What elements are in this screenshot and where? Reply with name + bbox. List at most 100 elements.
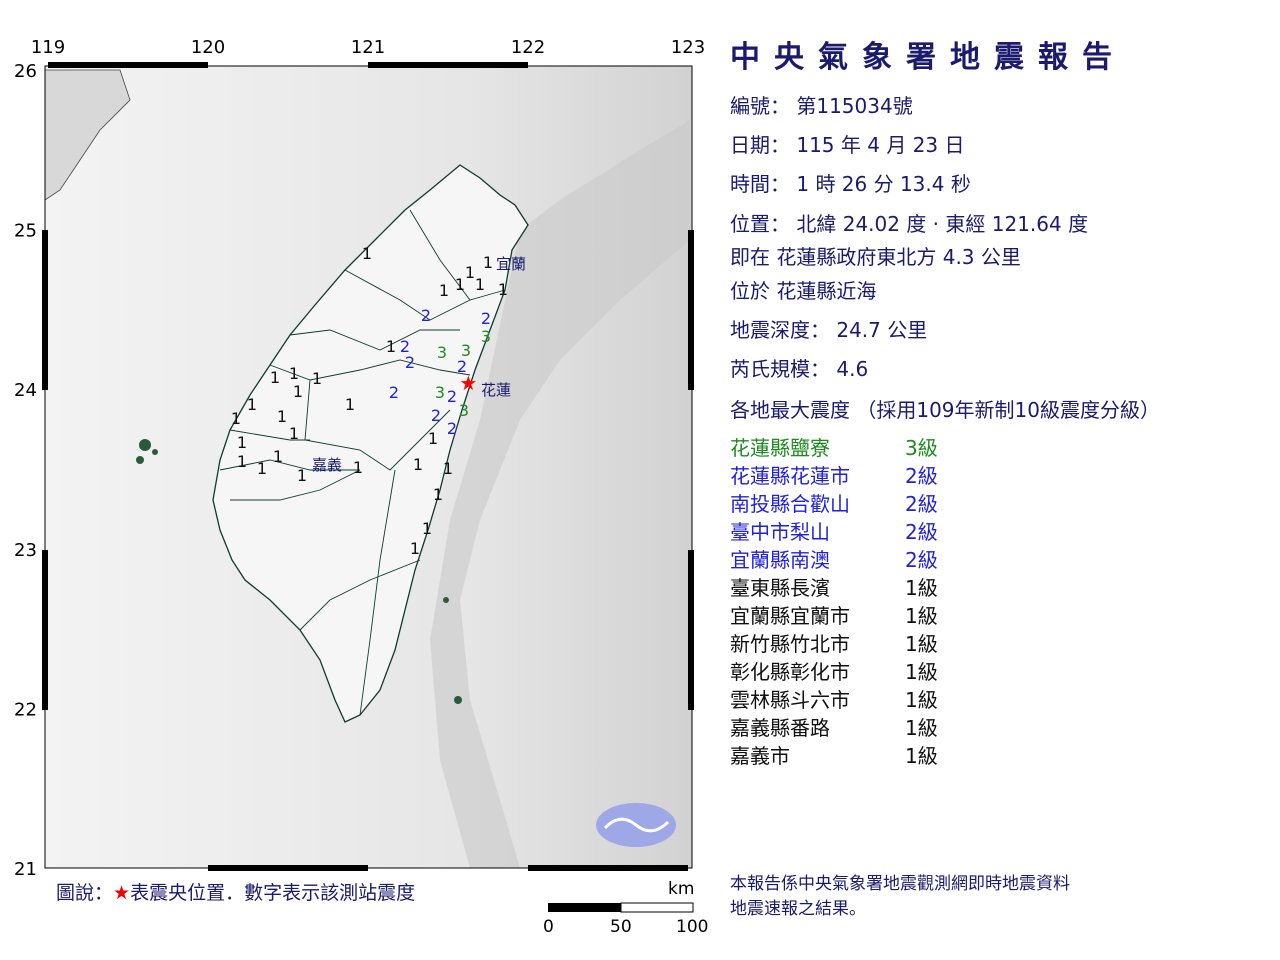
station-intensity: 1 <box>247 395 257 414</box>
cwa-logo <box>596 803 676 847</box>
station-intensity: 1 <box>422 519 432 538</box>
report-magnitude: 芮氏規模： 4.6 <box>730 357 869 381</box>
station-intensity: 3 <box>481 327 491 346</box>
station-name: 彰化縣彰化市 <box>730 660 850 684</box>
intensity-level: 2級 <box>905 464 938 488</box>
station-intensity: 2 <box>457 357 467 376</box>
intensity-row: 臺中市梨山 2級 <box>730 518 938 546</box>
intensity-level: 1級 <box>905 576 938 600</box>
intensity-level: 3級 <box>905 436 938 460</box>
station-intensity: 3 <box>461 341 471 360</box>
station-intensity: 1 <box>443 459 453 478</box>
station-intensity: 1 <box>289 424 299 443</box>
ridge-relief <box>430 120 690 868</box>
station-intensity: 2 <box>447 387 457 406</box>
intensity-level: 1級 <box>905 604 938 628</box>
station-intensity: 2 <box>400 337 410 356</box>
station-intensity: 1 <box>289 364 299 383</box>
lat-tick-label: 21 <box>14 859 37 880</box>
scale-unit: km <box>668 879 695 899</box>
scale-bar <box>548 902 694 913</box>
station-intensity: 1 <box>410 539 420 558</box>
lon-tick-label: 119 <box>31 37 65 58</box>
station-intensity: 1 <box>345 395 355 414</box>
lon-tick-label: 121 <box>351 37 385 58</box>
station-intensity: 2 <box>431 406 441 425</box>
station-intensity: 1 <box>386 337 396 356</box>
intensity-level: 2級 <box>905 492 938 516</box>
station-name: 宜蘭縣宜蘭市 <box>730 604 850 628</box>
intensity-row: 花蓮縣鹽寮 3級 <box>730 434 938 462</box>
station-name: 臺東縣長濱 <box>730 576 830 600</box>
scale-tick: 50 <box>610 917 632 937</box>
offshore-islands <box>136 439 462 704</box>
map-legend: 圖說：★表震央位置．數字表示該測站震度 <box>56 882 416 904</box>
station-intensity: 1 <box>362 244 372 263</box>
intensity-level: 2級 <box>905 548 938 572</box>
report-title: 中央氣象署地震報告 <box>730 40 1126 75</box>
lat-tick-label: 26 <box>14 61 37 82</box>
lon-tick-label: 120 <box>191 37 225 58</box>
station-name: 新竹縣竹北市 <box>730 632 850 656</box>
station-name: 花蓮縣鹽寮 <box>730 436 830 460</box>
station-intensity: 1 <box>483 253 493 272</box>
city-label: 花蓮 <box>481 381 511 399</box>
station-intensity: 2 <box>447 419 457 438</box>
station-intensity: 1 <box>257 459 267 478</box>
station-intensity: 2 <box>421 306 431 325</box>
intensity-row: 宜蘭縣宜蘭市 1級 <box>730 602 938 630</box>
scale-tick: 100 <box>676 917 709 937</box>
station-intensity: 1 <box>433 485 443 504</box>
station-name: 嘉義市 <box>730 744 790 768</box>
intensity-list: 花蓮縣鹽寮 3級 花蓮縣花蓮市 2級 南投縣合歡山 2級 臺中市梨山 2級 宜蘭縣南澳 2級 臺東縣… <box>730 434 938 770</box>
lat-tick-label: 25 <box>14 221 37 242</box>
report-located: 位於 花蓮縣近海 <box>730 279 877 303</box>
intensity-level: 2級 <box>905 520 938 544</box>
intensity-row: 嘉義縣番路 1級 <box>730 714 938 742</box>
station-intensity: 1 <box>237 452 247 471</box>
intensity-row: 花蓮縣花蓮市 2級 <box>730 462 938 490</box>
station-intensity: 1 <box>428 429 438 448</box>
station-intensity: 3 <box>437 343 447 362</box>
report-number: 編號： 第115034號 <box>730 94 913 118</box>
intensity-row: 嘉義市 1級 <box>730 742 938 770</box>
station-intensity: 1 <box>277 407 287 426</box>
station-intensity: 2 <box>405 353 415 372</box>
intensity-level: 1級 <box>905 716 938 740</box>
intensity-level: 1級 <box>905 632 938 656</box>
city-label: 宜蘭 <box>496 255 526 273</box>
station-intensity: 2 <box>481 309 491 328</box>
station-intensity: 2 <box>389 383 399 402</box>
station-intensity: 1 <box>455 275 465 294</box>
station-name: 宜蘭縣南澳 <box>730 548 830 572</box>
report-date: 日期： 115 年 4 月 23 日 <box>730 133 965 157</box>
station-intensity: 1 <box>413 455 423 474</box>
station-name: 南投縣合歡山 <box>730 492 850 516</box>
station-name: 嘉義縣番路 <box>730 716 830 740</box>
taiwan-island <box>212 164 529 723</box>
intensity-level: 1級 <box>905 688 938 712</box>
station-intensity: 1 <box>353 458 363 477</box>
lat-tick-label: 23 <box>14 540 37 561</box>
city-label: 嘉義 <box>312 456 342 474</box>
station-intensity: 3 <box>435 383 445 402</box>
county-borders <box>219 209 506 716</box>
scale-tick: 0 <box>543 917 554 937</box>
intensity-row: 彰化縣彰化市 1級 <box>730 658 938 686</box>
intensity-level: 1級 <box>905 744 938 768</box>
station-intensity: 1 <box>297 466 307 485</box>
lon-tick-label: 122 <box>511 37 545 58</box>
report-depth: 地震深度： 24.7 公里 <box>730 318 928 342</box>
lat-tick-label: 22 <box>14 699 37 720</box>
station-intensity: 1 <box>293 382 303 401</box>
intensity-row: 新竹縣竹北市 1級 <box>730 630 938 658</box>
station-intensity: 1 <box>312 369 322 388</box>
station-name: 臺中市梨山 <box>730 520 830 544</box>
station-name: 花蓮縣花蓮市 <box>730 464 850 488</box>
intensity-level: 1級 <box>905 660 938 684</box>
station-intensity: 1 <box>475 275 485 294</box>
station-intensity: 1 <box>498 280 508 299</box>
station-name: 雲林縣斗六市 <box>730 688 850 712</box>
station-intensity: 1 <box>270 368 280 387</box>
